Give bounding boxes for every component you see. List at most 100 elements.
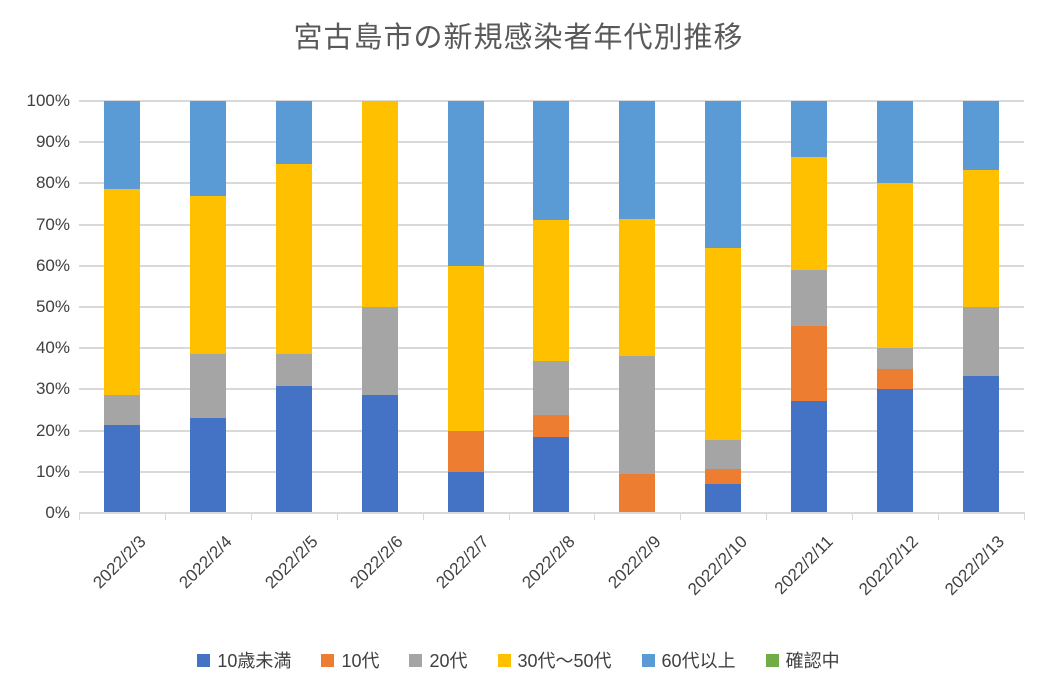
bar-segment: [619, 101, 656, 219]
legend-item: 10代: [321, 647, 379, 673]
bar-segment: [533, 437, 570, 513]
bar-segment: [791, 157, 828, 270]
y-tick-label: 10%: [35, 461, 70, 481]
legend-swatch: [641, 653, 655, 667]
x-axis-labels: 2022/2/3 2022/2/4 2022/2/5 2022/2/6 2022/2/7…: [89, 532, 1009, 599]
bar-segment: [963, 307, 1000, 376]
bar-segment: [103, 189, 140, 396]
legend-swatch: [409, 653, 423, 667]
bar-segment: [877, 101, 914, 184]
x-axis-tick: [164, 512, 166, 520]
bar-segment: [533, 101, 570, 221]
x-axis-tick: [508, 512, 510, 520]
stacked-bar: [963, 101, 1000, 513]
bars-row: [79, 101, 1024, 513]
bar-segment: [189, 101, 226, 197]
bar-segment: [963, 375, 1000, 513]
stacked-bar: [361, 101, 398, 513]
bar-segment: [189, 196, 226, 355]
bar-segment: [791, 269, 828, 326]
legend-swatch: [197, 653, 211, 667]
gridline: [79, 100, 1024, 102]
bar-slot: [852, 101, 938, 513]
bar-segment: [791, 101, 828, 158]
stacked-bar: [103, 101, 140, 513]
bar-segment: [705, 483, 742, 513]
bar-segment: [447, 265, 484, 431]
bar-segment: [275, 164, 312, 355]
y-tick-label: 60%: [35, 255, 70, 275]
stacked-bar: [877, 101, 914, 513]
plot-area: [79, 100, 1024, 514]
legend-swatch: [497, 653, 511, 667]
y-tick-label: 100%: [26, 91, 70, 110]
y-tick-label: 40%: [35, 338, 70, 358]
legend-label: 30代〜50代: [517, 651, 612, 671]
bar-segment: [791, 325, 828, 401]
bar-slot: [680, 101, 766, 513]
legend-item: 60代以上: [641, 647, 736, 673]
bar-segment: [877, 389, 914, 513]
stacked-bar: [533, 101, 570, 513]
bar-segment: [619, 218, 656, 357]
bar-segment: [361, 307, 398, 396]
bar-segment: [275, 101, 312, 165]
y-tick-label: 50%: [35, 297, 70, 316]
bar-slot: [423, 101, 509, 513]
stacked-bar: [705, 101, 742, 513]
bar-segment: [189, 417, 226, 513]
y-tick-label: 20%: [35, 420, 70, 440]
y-tick-label: 0%: [45, 503, 70, 522]
legend-item: 確認中: [765, 647, 840, 673]
y-tick-label: 70%: [35, 214, 70, 234]
bar-segment: [189, 354, 226, 418]
legend-label: 20代: [429, 651, 468, 671]
bar-slot: [79, 101, 165, 513]
bar-segment: [619, 473, 656, 513]
bar-segment: [447, 430, 484, 472]
stacked-bar: [791, 101, 828, 513]
y-tick-label: 80%: [35, 173, 70, 193]
legend-label: 60代以上: [661, 651, 736, 671]
bar-segment: [963, 101, 1000, 170]
bar-segment: [877, 348, 914, 369]
bar-segment: [361, 101, 398, 308]
bar-segment: [705, 101, 742, 249]
bar-segment: [275, 354, 312, 387]
bar-segment: [705, 248, 742, 440]
bar-segment: [103, 424, 140, 513]
bar-segment: [103, 395, 140, 425]
bar-slot: [337, 101, 423, 513]
bar-segment: [447, 101, 484, 266]
bar-slot: [251, 101, 337, 513]
x-axis-tick: [422, 512, 424, 520]
legend-label: 10歳未満: [217, 651, 292, 671]
x-axis-tick: [680, 512, 682, 520]
bar-segment: [705, 468, 742, 484]
bar-segment: [877, 183, 914, 349]
legend-item: 30代〜50代: [497, 647, 612, 673]
bar-segment: [275, 386, 312, 513]
y-axis-labels: 0% 10% 20% 30% 40% 50% 60% 70% 80% 90% 100%: [0, 91, 70, 522]
x-axis-tick: [336, 512, 338, 520]
bar-segment: [103, 101, 140, 190]
bar-segment: [791, 400, 828, 513]
legend-swatch: [321, 653, 335, 667]
x-axis-line: [79, 512, 1025, 514]
legend-swatch: [765, 653, 779, 667]
x-axis-tick: [766, 512, 768, 520]
bar-segment: [361, 395, 398, 513]
x-axis-tick: [79, 512, 80, 520]
legend-item: 20代: [409, 647, 468, 673]
x-axis-tick: [250, 512, 252, 520]
bar-segment: [533, 361, 570, 416]
bar-slot: [165, 101, 251, 513]
bar-segment: [619, 356, 656, 474]
legend-item: 10歳未満: [197, 647, 291, 673]
bar-segment: [877, 368, 914, 390]
x-axis-tick: [1024, 512, 1025, 520]
bar-slot: [938, 101, 1024, 513]
legend: 10歳未満 10代 20代 30代〜50代 60代以上 確認中: [0, 647, 1037, 673]
y-tick-label: 30%: [35, 379, 70, 399]
bar-slot: [594, 101, 680, 513]
